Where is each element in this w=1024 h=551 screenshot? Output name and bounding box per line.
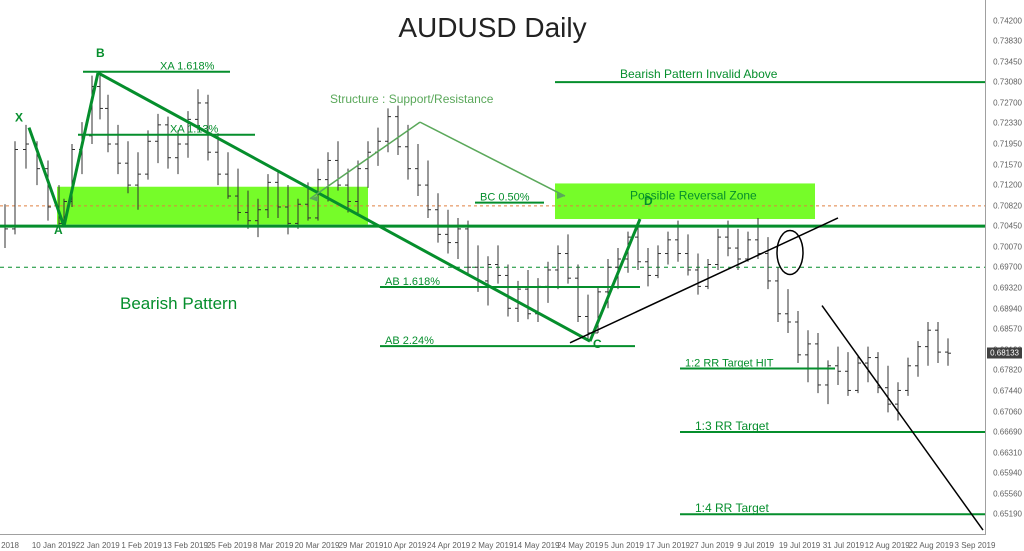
price-tick: 0.67440 [993, 386, 1022, 395]
time-tick: 29 Mar 2019 [338, 541, 383, 550]
price-tick: 0.65190 [993, 510, 1022, 519]
svg-text:Bearish Pattern Invalid Above: Bearish Pattern Invalid Above [620, 67, 778, 81]
price-tick: 0.71950 [993, 140, 1022, 149]
price-tick: 0.72330 [993, 119, 1022, 128]
time-tick: 1 Feb 2019 [121, 541, 161, 550]
time-tick: 20 Mar 2019 [295, 541, 340, 550]
time-tick: 12 Aug 2019 [865, 541, 910, 550]
time-tick: 17 Jun 2019 [646, 541, 690, 550]
time-tick: 2 May 2019 [472, 541, 514, 550]
price-tick: 0.66690 [993, 428, 1022, 437]
time-tick: 14 May 2019 [513, 541, 559, 550]
svg-text:Structure : Support/Resistance: Structure : Support/Resistance [330, 92, 494, 106]
price-axis: 0.74200 0.73830 0.73450 0.73080 0.72700 0.723… [985, 0, 1024, 535]
time-tick: 22 Jan 2019 [76, 541, 120, 550]
svg-text:D: D [644, 194, 653, 208]
price-tick: 0.69320 [993, 284, 1022, 293]
time-tick: 25 Feb 2019 [207, 541, 252, 550]
svg-text:XA 1.13%: XA 1.13% [170, 124, 219, 136]
price-tick: 0.70450 [993, 222, 1022, 231]
svg-text:X: X [15, 111, 23, 125]
svg-text:1:4 RR Target: 1:4 RR Target [695, 501, 769, 515]
last-price-tag: 0.68133 [987, 348, 1022, 359]
time-tick: 13 Feb 2019 [163, 541, 208, 550]
svg-text:1:3 RR Target: 1:3 RR Target [695, 419, 769, 433]
svg-text:AB 2.24%: AB 2.24% [385, 335, 434, 347]
svg-text:A: A [54, 223, 63, 237]
price-tick: 0.65940 [993, 469, 1022, 478]
svg-text:Bearish Pattern: Bearish Pattern [120, 294, 237, 313]
price-tick: 0.71200 [993, 181, 1022, 190]
price-tick: 0.69700 [993, 263, 1022, 272]
time-tick: 3 Sep 2019 [955, 541, 996, 550]
time-tick: 9 Jul 2019 [737, 541, 774, 550]
price-tick: 0.70820 [993, 201, 1022, 210]
price-tick: 0.65560 [993, 489, 1022, 498]
time-tick: 10 Jan 2019 [32, 541, 76, 550]
chart-svg-overlay: Possible Reversal Zone Bearish Pattern In… [0, 0, 985, 535]
price-tick: 0.74200 [993, 16, 1022, 25]
time-tick: 2018 [1, 541, 19, 550]
svg-text:XA 1.618%: XA 1.618% [160, 61, 215, 73]
svg-text:1:2 RR Target HIT: 1:2 RR Target HIT [685, 358, 774, 370]
price-tick: 0.68570 [993, 325, 1022, 334]
time-tick: 10 Apr 2019 [383, 541, 426, 550]
price-tick: 0.73080 [993, 78, 1022, 87]
svg-text:AB 1.618%: AB 1.618% [385, 276, 440, 288]
price-tick: 0.72700 [993, 98, 1022, 107]
svg-text:BC 0.50%: BC 0.50% [480, 192, 530, 204]
time-tick: 24 Apr 2019 [427, 541, 470, 550]
price-tick: 0.68940 [993, 304, 1022, 313]
time-tick: 27 Jun 2019 [690, 541, 734, 550]
time-axis: 2018 10 Jan 201922 Jan 20191 Feb 201913 F… [0, 534, 985, 551]
svg-text:Possible Reversal Zone: Possible Reversal Zone [630, 188, 757, 202]
time-tick: 5 Jun 2019 [604, 541, 644, 550]
svg-text:B: B [96, 46, 105, 60]
chart-title: AUDUSD Daily [398, 12, 586, 44]
time-tick: 22 Aug 2019 [909, 541, 954, 550]
price-tick: 0.67060 [993, 407, 1022, 416]
chart-plot-area: Possible Reversal Zone Bearish Pattern In… [0, 0, 985, 535]
price-tick: 0.73450 [993, 57, 1022, 66]
time-tick: 31 Jul 2019 [823, 541, 864, 550]
svg-text:C: C [593, 337, 602, 351]
price-tick: 0.66310 [993, 448, 1022, 457]
price-tick: 0.67820 [993, 366, 1022, 375]
price-tick: 0.70070 [993, 242, 1022, 251]
time-tick: 8 Mar 2019 [253, 541, 293, 550]
time-tick: 19 Jul 2019 [779, 541, 820, 550]
price-tick: 0.73830 [993, 37, 1022, 46]
time-tick: 24 May 2019 [557, 541, 603, 550]
price-tick: 0.71570 [993, 160, 1022, 169]
